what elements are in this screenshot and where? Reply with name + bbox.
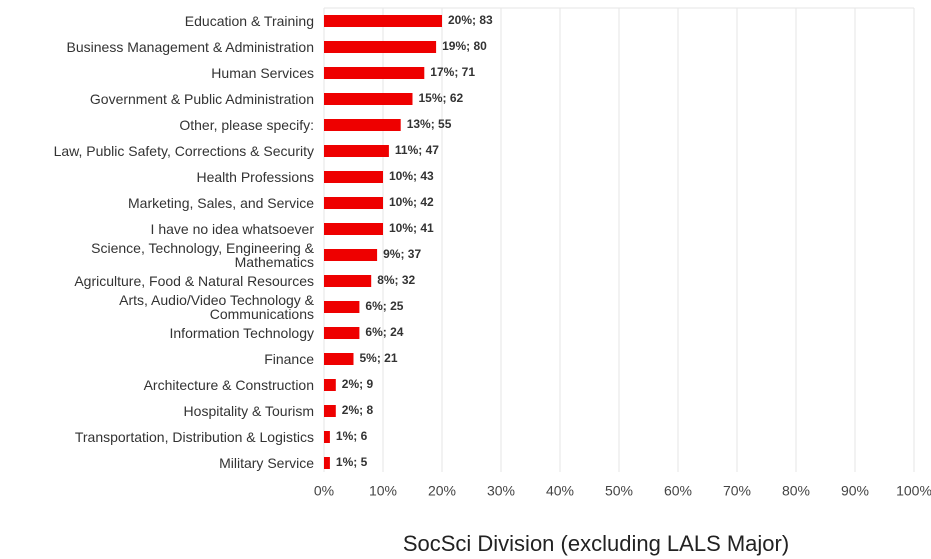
value-label: 8%; 32 [377, 273, 415, 287]
bar [324, 93, 413, 105]
y-tick-label: Architecture & Construction [143, 377, 314, 393]
value-label: 17%; 71 [430, 65, 475, 79]
y-tick-label: Education & Training [184, 13, 314, 29]
bar [324, 119, 401, 131]
x-tick-label: 60% [664, 483, 692, 499]
x-tick-label: 80% [782, 483, 810, 499]
value-label: 11%; 47 [395, 143, 439, 157]
value-label: 5%; 21 [360, 351, 398, 365]
x-tick-label: 70% [723, 483, 751, 499]
bar [324, 145, 389, 157]
value-label: 10%; 43 [389, 169, 434, 183]
bar [324, 249, 378, 261]
y-tick-label: Hospitality & Tourism [183, 403, 314, 419]
x-tick-label: 90% [841, 483, 869, 499]
x-tick-label: 40% [546, 483, 574, 499]
value-label: 19%; 80 [442, 39, 487, 53]
y-tick-label: Government & Public Administration [89, 91, 314, 107]
value-label: 1%; 5 [336, 455, 368, 469]
bar [324, 67, 425, 79]
y-tick-label: Other, please specify: [179, 117, 314, 133]
value-label: 13%; 55 [407, 117, 452, 131]
bar [324, 15, 442, 27]
y-tick-label: Human Services [211, 65, 314, 81]
value-label: 10%; 41 [389, 221, 434, 235]
bar [324, 223, 383, 235]
y-tick-label: Science, Technology, Engineering & Mathe… [91, 240, 314, 270]
x-tick-label: 100% [896, 483, 931, 499]
value-label: 9%; 37 [383, 247, 421, 261]
bar [324, 353, 354, 365]
chart-title: SocSci Division (excluding LALS Major) [403, 531, 789, 556]
bar [324, 197, 383, 209]
x-tick-label: 10% [369, 483, 397, 499]
x-tick-label: 0% [314, 483, 334, 499]
value-label: 6%; 24 [365, 325, 403, 339]
y-tick-label: Health Professions [196, 169, 314, 185]
bar [324, 301, 360, 313]
bar [324, 327, 360, 339]
value-label: 10%; 42 [389, 195, 434, 209]
value-label: 2%; 8 [342, 403, 374, 417]
value-label: 2%; 9 [342, 377, 374, 391]
bar [324, 275, 372, 287]
y-tick-label: I have no idea whatsoever [150, 221, 314, 237]
bar [324, 41, 437, 53]
y-tick-label: Transportation, Distribution & Logistics [74, 429, 314, 445]
value-label: 6%; 25 [365, 299, 403, 313]
y-tick-label: Business Management & Administration [66, 39, 314, 55]
value-label: 15%; 62 [419, 91, 464, 105]
y-tick-label: Military Service [219, 455, 314, 471]
bar [324, 431, 330, 443]
y-tick-label: Arts, Audio/Video Technology & Communica… [119, 292, 314, 322]
value-label: 1%; 6 [336, 429, 368, 443]
bar [324, 457, 330, 469]
x-tick-label: 30% [487, 483, 515, 499]
bar [324, 171, 383, 183]
y-tick-label: Agriculture, Food & Natural Resources [74, 273, 314, 289]
y-tick-label: Information Technology [169, 325, 315, 341]
x-tick-label: 50% [605, 483, 633, 499]
y-tick-label: Marketing, Sales, and Service [128, 195, 314, 211]
y-tick-label: Law, Public Safety, Corrections & Securi… [53, 143, 314, 159]
x-tick-label: 20% [428, 483, 456, 499]
value-label: 20%; 83 [448, 13, 493, 27]
y-tick-label: Finance [264, 351, 314, 367]
bar [324, 405, 336, 417]
bar [324, 379, 336, 391]
